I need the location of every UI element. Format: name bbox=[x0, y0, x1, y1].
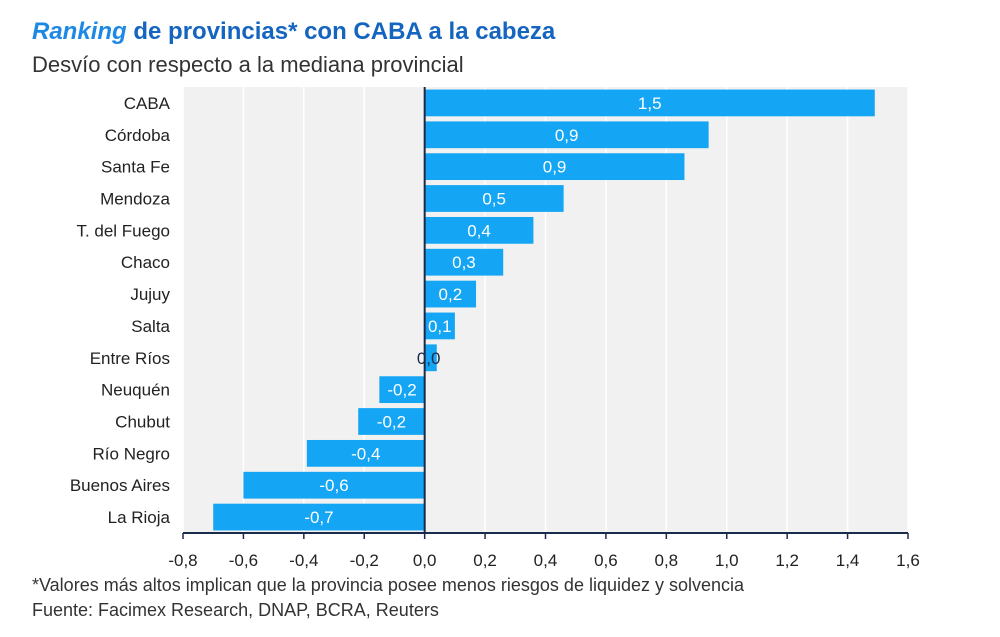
category-label: La Rioja bbox=[108, 508, 171, 527]
data-label: -0,4 bbox=[351, 444, 380, 463]
data-label: 0,3 bbox=[452, 253, 476, 272]
chart-subtitle: Desvío con respecto a la mediana provinc… bbox=[32, 52, 464, 77]
tick-label: 0,2 bbox=[473, 551, 497, 570]
category-label: Río Negro bbox=[93, 444, 170, 463]
data-label: 0,5 bbox=[482, 190, 506, 209]
bar bbox=[306, 439, 425, 467]
data-label: 1,5 bbox=[638, 94, 662, 113]
category-label: Santa Fe bbox=[101, 158, 170, 177]
bar bbox=[424, 280, 477, 308]
bar bbox=[358, 408, 425, 435]
category-label: Chubut bbox=[115, 413, 170, 432]
tick-label: 0,0 bbox=[413, 551, 437, 570]
data-label: -0,6 bbox=[319, 476, 348, 495]
category-label: CABA bbox=[124, 94, 171, 113]
chart-title: Ranking de provincias* con CABA a la cab… bbox=[32, 18, 555, 46]
chart-title-italic: Ranking bbox=[32, 18, 127, 45]
data-label: -0,7 bbox=[304, 508, 333, 527]
tick-label: -0,8 bbox=[168, 551, 197, 570]
category-label: Jujuy bbox=[130, 285, 170, 304]
tick-label: 0,4 bbox=[534, 551, 558, 570]
tick-label: -0,2 bbox=[350, 551, 379, 570]
bar bbox=[213, 503, 425, 531]
category-label: Neuquén bbox=[101, 381, 170, 400]
category-label: Mendoza bbox=[100, 190, 170, 209]
chart-title-rest: de provincias* con CABA a la cabeza bbox=[126, 18, 556, 45]
bar bbox=[424, 344, 437, 372]
tick-label: 0,6 bbox=[594, 551, 618, 570]
footnote: *Valores más altos implican que la provi… bbox=[32, 575, 745, 595]
bar bbox=[424, 185, 564, 212]
bar bbox=[424, 216, 534, 244]
data-label: -0,2 bbox=[387, 381, 416, 400]
tick-label: 1,0 bbox=[715, 551, 739, 570]
data-label: 0,9 bbox=[543, 158, 567, 177]
tick-label: -0,6 bbox=[229, 551, 258, 570]
category-label: T. del Fuego bbox=[76, 221, 170, 240]
category-label: Entre Ríos bbox=[90, 349, 170, 368]
category-label: Córdoba bbox=[105, 126, 171, 145]
data-label: 0,9 bbox=[555, 126, 579, 145]
bar bbox=[424, 248, 504, 276]
tick-label: -0,4 bbox=[289, 551, 318, 570]
bar bbox=[379, 376, 425, 404]
bar bbox=[424, 89, 875, 117]
data-label: 0,0 bbox=[417, 349, 441, 368]
tick-label: 1,4 bbox=[836, 551, 860, 570]
bar bbox=[424, 121, 709, 149]
category-label: Chaco bbox=[121, 253, 170, 272]
source-note: Fuente: Facimex Research, DNAP, BCRA, Re… bbox=[32, 600, 439, 620]
data-label: 0,2 bbox=[439, 285, 463, 304]
tick-label: 0,8 bbox=[655, 551, 679, 570]
data-label: -0,2 bbox=[377, 413, 406, 432]
bar bbox=[424, 153, 685, 181]
data-label: 0,1 bbox=[428, 317, 452, 336]
category-label: Buenos Aires bbox=[70, 476, 170, 495]
tick-label: 1,6 bbox=[896, 551, 920, 570]
bar-chart: CABA Córdoba Santa Fe Mendoza T. del Fuego Ch… bbox=[70, 87, 920, 570]
bar bbox=[243, 471, 425, 499]
bar bbox=[424, 312, 455, 340]
data-label: 0,4 bbox=[467, 221, 491, 240]
tick-label: 1,2 bbox=[775, 551, 799, 570]
category-label: Salta bbox=[131, 317, 170, 336]
